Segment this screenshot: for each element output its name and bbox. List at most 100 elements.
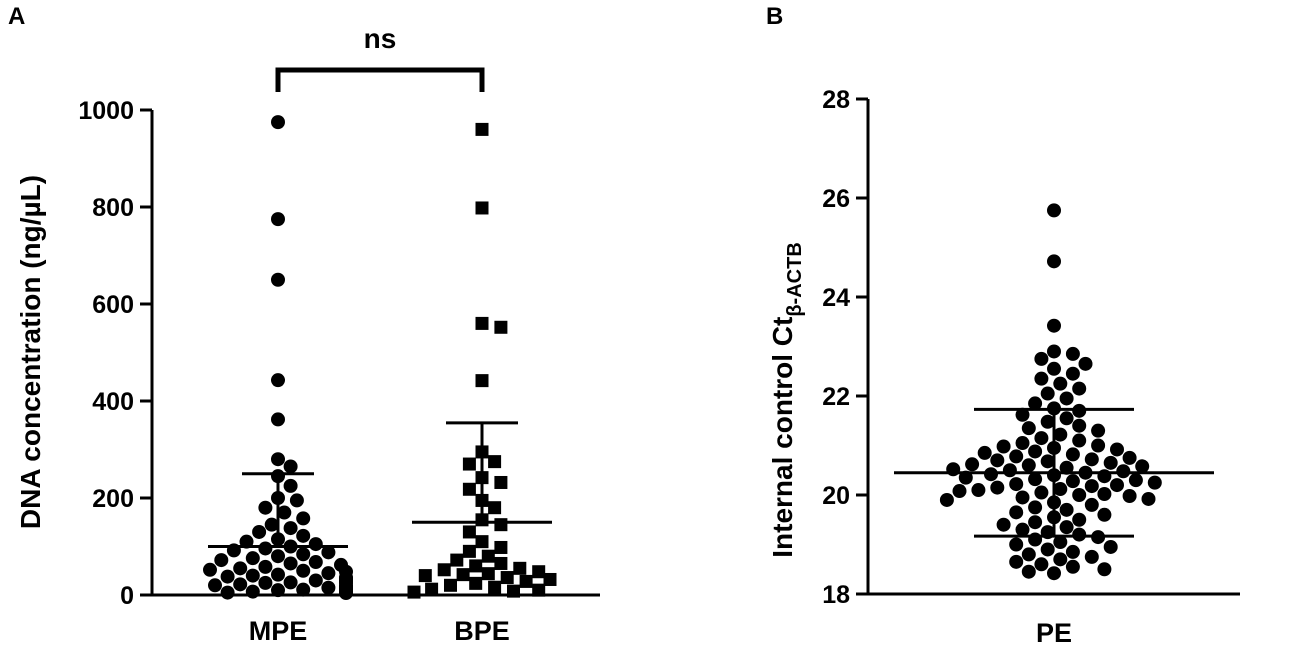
- panel-b-data-point: [971, 483, 986, 498]
- panel-a-summary-bars: [208, 421, 552, 548]
- panel-b-data-point: [1078, 356, 1093, 371]
- panel-a-data-point: [203, 562, 217, 577]
- panel-a-data-point: [494, 556, 508, 570]
- panel-a-data-point: [245, 551, 260, 566]
- panel-a-data-point: [233, 561, 248, 576]
- panel-b-data-point: [1053, 552, 1068, 567]
- panel-a-data-point: [283, 575, 298, 590]
- panel-b-y-tick-label: 20: [822, 482, 850, 510]
- panel-a-data-point: [277, 505, 292, 520]
- panel-b-data-point: [1097, 507, 1112, 522]
- panel-b-data-point: [1047, 318, 1061, 333]
- panel-b-data-point: [1053, 535, 1068, 550]
- panel-a-y-axis: 0 200 400 600 800 1000 MPE BPE: [78, 97, 600, 646]
- panel-a-letter: A: [8, 3, 25, 30]
- panel-b-summary-bars: [894, 407, 1214, 538]
- panel-a-data-point: [264, 517, 279, 532]
- panel-a-data-point: [308, 573, 323, 588]
- panel-a-data-point: [220, 569, 235, 584]
- panel-a-data-point: [271, 272, 285, 287]
- panel-b-data-point: [990, 480, 1005, 495]
- panel-b-data-point: [1047, 254, 1061, 269]
- panel-a-data-point: [475, 374, 489, 388]
- panel-a-data-point: [271, 567, 285, 582]
- panel-b-data-point: [1065, 474, 1080, 489]
- panel-b-data-point: [1009, 537, 1024, 552]
- panel-b-data-point: [1053, 376, 1068, 391]
- panel-a-data-point: [339, 586, 353, 601]
- panel-a-data-point: [456, 568, 470, 582]
- panel-b-data-point: [1072, 488, 1087, 502]
- panel-a-data-point: [245, 568, 260, 583]
- panel-a-data-point: [494, 518, 508, 532]
- panel-b-data-point: [1091, 438, 1106, 453]
- panel-b-data-point: [1084, 479, 1099, 494]
- panel-a-data-point: [532, 583, 546, 597]
- panel-a-data-point: [494, 475, 508, 489]
- panel-b-data-point: [1040, 454, 1055, 469]
- panel-b-data-point: [1097, 562, 1112, 577]
- panel-a-data-point: [469, 576, 483, 590]
- panel-a-data-point: [481, 549, 495, 563]
- panel-b-data-point: [1103, 455, 1118, 470]
- panel-a-y-tick-label: 200: [92, 485, 134, 513]
- panel-a-data-point: [296, 563, 311, 578]
- panel-a-data-point: [214, 553, 229, 568]
- panel-a-data-point: [475, 201, 489, 215]
- panel-a-data-point: [308, 537, 323, 552]
- panel-a-data-point: [258, 559, 273, 574]
- panel-b-data-point: [990, 453, 1005, 468]
- panel-b-data-point: [1065, 366, 1080, 381]
- panel-b-data-point: [1015, 407, 1030, 422]
- panel-a-y-tick-label: 0: [120, 582, 134, 610]
- panel-a-data-point: [283, 556, 298, 571]
- panel-a-significance-label: ns: [364, 23, 397, 54]
- panel-a-data-point: [407, 585, 421, 599]
- panel-a-bracket-line: [275, 67, 485, 92]
- panel-a-data-point: [271, 212, 285, 227]
- panel-b-data-point: [1015, 490, 1030, 505]
- panel-b-data-point: [1122, 450, 1137, 465]
- panel-b-data-point: [1072, 381, 1087, 396]
- panel-a-data-point: [513, 561, 527, 575]
- panel-a-data-point: [296, 547, 311, 562]
- panel-b-data-point: [996, 439, 1011, 454]
- panel-a-data-point: [271, 583, 285, 598]
- panel-b-data-point: [1059, 502, 1074, 517]
- panel-b-data-point: [1040, 542, 1055, 557]
- panel-b-data-point: [1028, 472, 1043, 487]
- panel-a-data-point: [283, 459, 298, 474]
- panel-b-data-point: [1128, 473, 1143, 488]
- panel-a-data-point: [258, 575, 273, 590]
- panel-a-data-point: [475, 316, 489, 330]
- panel-b-data-point: [1065, 447, 1080, 462]
- panel-a-data-point: [418, 569, 432, 583]
- panel-b-data-point: [1065, 559, 1080, 574]
- panel-b-data-point: [1021, 564, 1036, 579]
- panel-a-data-point: [532, 565, 546, 579]
- panel-b-data-point: [1084, 549, 1099, 564]
- panel-b-y-tick-label: 24: [822, 284, 850, 312]
- panel-a-data-point: [475, 122, 489, 136]
- panel-b-data-point: [1034, 485, 1049, 500]
- panel-a-data-point: [271, 373, 285, 388]
- panel-a-data-point: [258, 541, 273, 556]
- panel-b-data-point: [1059, 411, 1074, 426]
- panel-b-y-axis-title-subscript: β-ACTB: [784, 242, 806, 316]
- panel-a-points: [203, 115, 557, 601]
- panel-b-data-point: [1040, 386, 1055, 401]
- panel-a-data-point: [289, 493, 304, 508]
- panel-b-category-label: PE: [1036, 618, 1072, 648]
- panel-a-data-point: [283, 478, 298, 493]
- panel-b-data-point: [1040, 414, 1055, 429]
- panel-b-data-point: [1059, 391, 1074, 406]
- panel-a-data-point: [296, 511, 311, 526]
- panel-b-data-point: [1009, 477, 1024, 492]
- panel-a-data-point: [462, 525, 476, 539]
- panel-a-data-point: [220, 585, 235, 600]
- panel-a-data-point: [462, 457, 476, 471]
- panel-b-data-point: [1021, 458, 1036, 473]
- panel-b-data-point: [1021, 421, 1036, 436]
- panel-b-data-point: [1097, 487, 1112, 502]
